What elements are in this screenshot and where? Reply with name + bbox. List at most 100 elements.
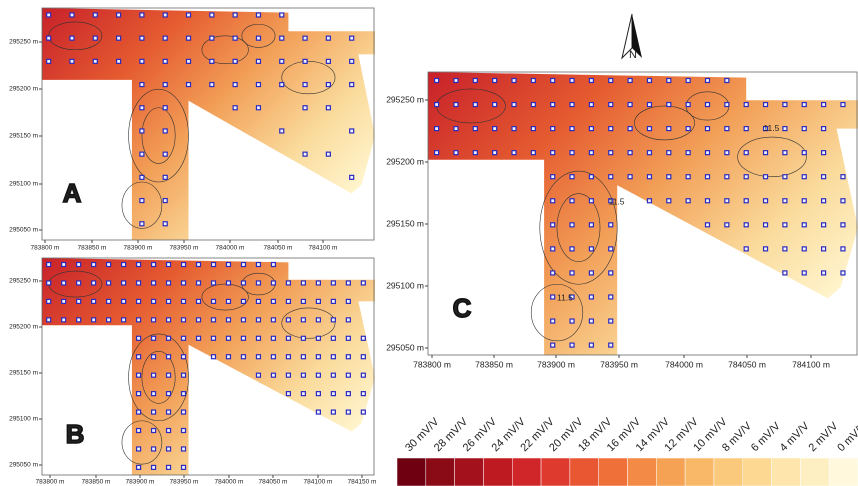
sample-point bbox=[783, 151, 787, 155]
sample-point bbox=[706, 78, 710, 82]
legend-label: 2 mV/V bbox=[806, 420, 840, 454]
sample-point bbox=[346, 281, 350, 285]
sample-point bbox=[303, 106, 307, 110]
sample-point bbox=[725, 199, 729, 203]
sample-point bbox=[211, 281, 215, 285]
x-tick-label: 783800 m bbox=[31, 245, 60, 252]
sample-point bbox=[783, 127, 787, 131]
sample-point bbox=[316, 318, 320, 322]
sample-point bbox=[570, 199, 574, 203]
sample-point bbox=[725, 78, 729, 82]
sample-point bbox=[280, 83, 284, 87]
sample-point bbox=[241, 336, 245, 340]
sample-point bbox=[551, 151, 555, 155]
sample-point bbox=[122, 263, 126, 267]
sample-point bbox=[647, 175, 651, 179]
sample-point bbox=[570, 78, 574, 82]
sample-point bbox=[301, 355, 305, 359]
sample-point bbox=[107, 281, 111, 285]
north-arrow: N bbox=[622, 14, 642, 61]
sample-point bbox=[589, 343, 593, 347]
legend-label: 6 mV/V bbox=[749, 420, 783, 454]
sample-point bbox=[271, 318, 275, 322]
sample-point bbox=[47, 13, 51, 17]
sample-point bbox=[473, 127, 477, 131]
sample-point bbox=[316, 410, 320, 414]
sample-point bbox=[783, 271, 787, 275]
sample-point bbox=[326, 83, 330, 87]
x-tick-label: 784050 m bbox=[264, 245, 293, 252]
sample-point bbox=[167, 373, 171, 377]
sample-point bbox=[628, 151, 632, 155]
sample-point bbox=[210, 83, 214, 87]
sample-point bbox=[531, 103, 535, 107]
sample-point bbox=[167, 465, 171, 469]
contour-label: 11.5 bbox=[763, 123, 779, 133]
sample-point bbox=[667, 127, 671, 131]
sample-point bbox=[47, 281, 51, 285]
sample-point bbox=[137, 281, 141, 285]
sample-point bbox=[493, 151, 497, 155]
sample-point bbox=[802, 271, 806, 275]
sample-point bbox=[531, 151, 535, 155]
sample-point bbox=[163, 199, 167, 203]
sample-point bbox=[303, 83, 307, 87]
sample-point bbox=[137, 299, 141, 303]
sample-point bbox=[764, 223, 768, 227]
sample-point bbox=[589, 78, 593, 82]
sample-point bbox=[570, 127, 574, 131]
sample-point bbox=[326, 36, 330, 40]
sample-point bbox=[241, 263, 245, 267]
sample-point bbox=[570, 175, 574, 179]
sample-point bbox=[211, 263, 215, 267]
sample-point bbox=[286, 336, 290, 340]
sample-point bbox=[326, 152, 330, 156]
sample-point bbox=[137, 465, 141, 469]
sample-point bbox=[822, 199, 826, 203]
sample-point bbox=[589, 127, 593, 131]
y-tick-label: 295250 m bbox=[386, 94, 424, 104]
y-tick-label: 295050 m bbox=[9, 227, 38, 234]
sample-point bbox=[256, 299, 260, 303]
sample-point bbox=[822, 223, 826, 227]
legend-swatch bbox=[628, 458, 657, 486]
x-tick-label: 784100 m bbox=[304, 479, 333, 486]
x-tick-label: 784000 m bbox=[215, 479, 244, 486]
sample-point bbox=[122, 281, 126, 285]
sample-point bbox=[725, 151, 729, 155]
sample-point bbox=[350, 59, 354, 63]
sample-point bbox=[70, 59, 74, 63]
panel-label: C bbox=[453, 293, 472, 323]
sample-point bbox=[182, 281, 186, 285]
x-tick-label: 784000 m bbox=[216, 245, 245, 252]
sample-point bbox=[361, 392, 365, 396]
y-tick-label: 295150 m bbox=[9, 370, 38, 377]
legend-swatch bbox=[656, 458, 685, 486]
sample-point bbox=[551, 271, 555, 275]
sample-point bbox=[256, 263, 260, 267]
sample-point bbox=[706, 199, 710, 203]
sample-point bbox=[233, 83, 237, 87]
sample-point bbox=[107, 318, 111, 322]
sample-point bbox=[152, 281, 156, 285]
sample-point bbox=[140, 152, 144, 156]
sample-point bbox=[301, 373, 305, 377]
legend-swatch bbox=[426, 458, 455, 486]
sample-point bbox=[589, 247, 593, 251]
sample-point bbox=[271, 336, 275, 340]
sample-point bbox=[152, 429, 156, 433]
sample-point bbox=[233, 13, 237, 17]
sample-point bbox=[744, 247, 748, 251]
sample-point bbox=[286, 318, 290, 322]
sample-point bbox=[107, 263, 111, 267]
sample-point bbox=[686, 151, 690, 155]
sample-point bbox=[346, 392, 350, 396]
sample-point bbox=[589, 103, 593, 107]
sample-point bbox=[493, 127, 497, 131]
sample-point bbox=[802, 151, 806, 155]
sample-point bbox=[152, 318, 156, 322]
sample-point bbox=[725, 175, 729, 179]
sample-point bbox=[350, 129, 354, 133]
sample-point bbox=[210, 36, 214, 40]
sample-point bbox=[256, 83, 260, 87]
